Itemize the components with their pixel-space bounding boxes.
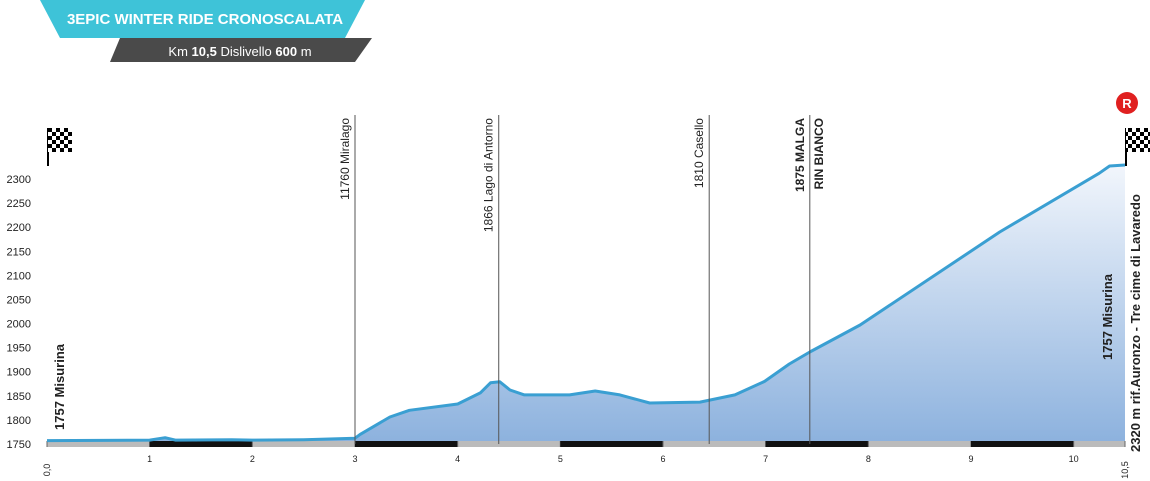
finish-badge-label: R (1122, 96, 1132, 111)
y-tick-label: 2050 (7, 294, 31, 306)
x-tick-label: 8 (866, 454, 871, 464)
y-tick-label: 1850 (7, 391, 31, 403)
x-tick-label: 6 (660, 454, 665, 464)
x-tick-label: 0,0 (42, 464, 52, 477)
start-flag (47, 128, 72, 166)
subtitle-part: 10,5 (192, 44, 217, 59)
subtitle-part: 600 (275, 44, 297, 59)
x-tick-label: 4 (455, 454, 460, 464)
km-segment (149, 441, 253, 447)
marker-label: 1810 Casello (692, 118, 706, 188)
x-tick-label: 10 (1069, 454, 1079, 464)
subtitle-part: m (301, 44, 312, 59)
km-segment (971, 441, 1074, 447)
y-tick-label: 2100 (7, 270, 31, 282)
marker-label: 11760 Miralago (338, 118, 352, 200)
x-tick-label: 10,5 (1120, 461, 1130, 479)
y-tick-label: 2150 (7, 246, 31, 258)
y-tick-label: 2300 (7, 174, 31, 186)
y-tick-label: 1950 (7, 343, 31, 355)
subtitle-banner (110, 38, 372, 62)
marker-label: RIN BIANCO (812, 118, 826, 189)
x-tick-label: 3 (352, 454, 357, 464)
subtitle-part: Km (168, 44, 188, 59)
title: 3EPIC WINTER RIDE CRONOSCALATA (67, 11, 343, 28)
marker-label: 1866 Lago di Antorno (482, 118, 496, 232)
km-segment (765, 441, 869, 447)
marker-label: 1875 MALGA (793, 118, 807, 192)
start-label: 1757 Misurina (52, 343, 67, 430)
y-tick-label: 2000 (7, 319, 31, 331)
y-tick-label: 1750 (7, 439, 31, 451)
y-tick-label: 1900 (7, 367, 31, 379)
y-tick-label: 1800 (7, 415, 31, 427)
y-tick-label: 2250 (7, 198, 31, 210)
km-segment (355, 441, 458, 447)
x-tick-label: 9 (968, 454, 973, 464)
subtitle: Km 10,5 Dislivello 600 m (168, 44, 311, 59)
end-label: 1757 Misurina (1100, 273, 1115, 360)
finish-badge (1116, 92, 1138, 114)
title-banner (40, 0, 365, 38)
km-segment (560, 441, 663, 447)
x-tick-label: 7 (763, 454, 768, 464)
y-tick-label: 2200 (7, 222, 31, 234)
x-tick-label: 2 (250, 454, 255, 464)
finish-flag (1125, 128, 1150, 166)
subtitle-part: Dislivello (220, 44, 271, 59)
x-tick-label: 1 (147, 454, 152, 464)
area-fill (47, 165, 1125, 441)
x-tick-label: 5 (558, 454, 563, 464)
end-label: 2320 m rif.Auronzo - Tre cime di Lavared… (1128, 194, 1143, 452)
